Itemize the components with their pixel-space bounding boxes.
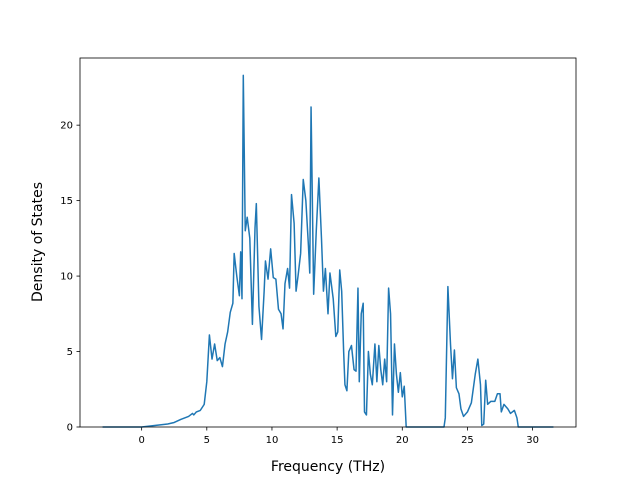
x-tick-label: 0 [138, 435, 144, 446]
x-tick-label: 5 [204, 435, 210, 446]
y-tick-label: 20 [60, 121, 73, 132]
y-tick-label: 5 [67, 347, 73, 358]
x-tick-label: 25 [461, 435, 474, 446]
x-tick-label: 10 [266, 435, 279, 446]
y-tick-label: 0 [67, 423, 73, 434]
data-line [102, 74, 554, 428]
x-tick-label: 30 [526, 435, 539, 446]
x-tick-label: 15 [331, 435, 344, 446]
x-tick-label: 20 [396, 435, 409, 446]
axes-frame [79, 57, 577, 428]
y-tick-label: 15 [60, 196, 73, 207]
x-axis-label: Frequency (THz) [271, 459, 385, 475]
y-tick-label: 10 [60, 272, 73, 283]
y-axis-label: Density of States [30, 182, 46, 302]
